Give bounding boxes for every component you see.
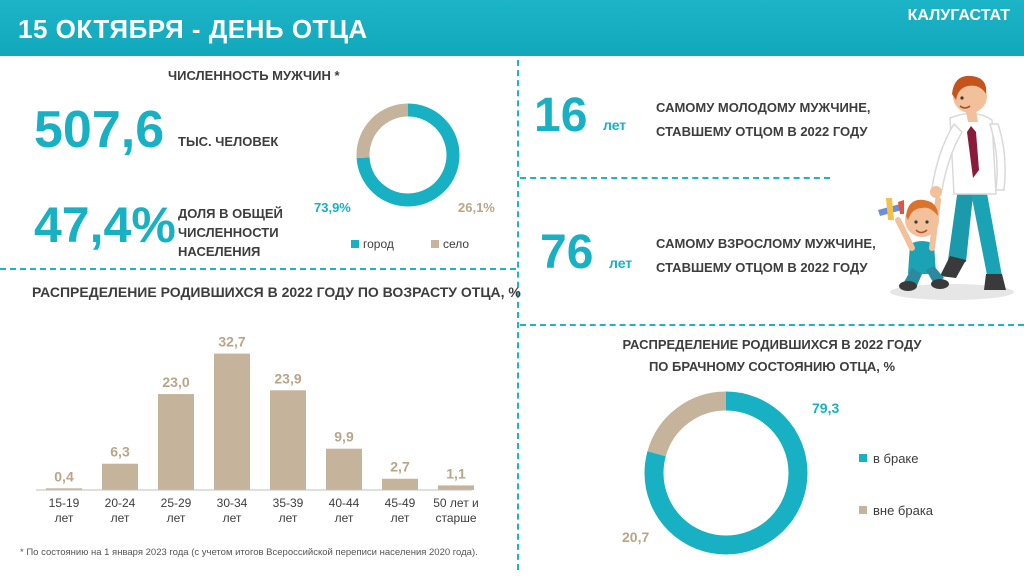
bar-category-label-2-1: лет	[167, 511, 186, 525]
bar-category-label-3-0: 30-34	[217, 496, 248, 510]
bar-category-label-2-0: 25-29	[161, 496, 192, 510]
bar-0	[46, 488, 82, 490]
bar-4	[270, 390, 306, 490]
legend-label-rural: село	[443, 237, 469, 251]
bar-category-label-5-0: 40-44	[329, 496, 360, 510]
bar-category-label-1-1: лет	[111, 511, 130, 525]
legend-label-unmarried: вне брака	[873, 503, 934, 518]
male-share-label: ДОЛЯ В ОБЩЕЙ ЧИСЛЕННОСТИ НАСЕЛЕНИЯ	[178, 204, 283, 261]
male-share-value: 47,4%	[34, 196, 176, 254]
oldest-caption-line1: САМОМУ ВЗРОСЛОМУ МУЖЧИНЕ,	[656, 236, 876, 251]
urban-rural-donut-chart: 73,9% 26,1% город село	[314, 103, 495, 251]
organization-name: КАЛУГАСТАТ	[907, 7, 1010, 24]
bar-value-label-2: 23,0	[162, 374, 189, 390]
bar-2	[158, 394, 194, 490]
bar-3	[214, 353, 250, 490]
male-share-label-line2: ЧИСЛЕННОСТИ	[178, 225, 279, 240]
legend-swatch-married	[859, 454, 867, 462]
left-divider	[0, 268, 516, 270]
right-lower-divider	[520, 324, 1024, 326]
vertical-divider	[517, 60, 519, 570]
donut-segment-rural	[356, 103, 460, 207]
legend-label-urban: город	[363, 237, 394, 251]
male-population-dec: ,6	[120, 101, 165, 159]
bar-value-label-7: 1,1	[446, 465, 466, 481]
youngest-caption-line2: СТАВШЕМУ ОТЦОМ В 2022 ГОДУ	[656, 124, 868, 139]
father-and-son-illustration	[878, 75, 1014, 300]
marital-title-line2: ПО БРАЧНОМУ СОСТОЯНИЮ ОТЦА, %	[648, 359, 896, 374]
male-share-label-line3: НАСЕЛЕНИЯ	[178, 244, 261, 259]
married-share-label: 79,3	[812, 400, 839, 416]
male-share-label-line1: ДОЛЯ В ОБЩЕЙ	[178, 206, 283, 221]
bar-value-label-0: 0,4	[54, 468, 74, 484]
male-share-int: 47	[34, 197, 90, 253]
age-distribution-bar-chart: 0,415-19лет6,320-24лет23,025-29лет32,730…	[36, 334, 479, 525]
header-bar: 15 ОКТЯБРЯ - ДЕНЬ ОТЦА КАЛУГАСТАТ	[0, 0, 1024, 56]
bar-value-label-1: 6,3	[110, 444, 130, 460]
bar-category-label-7-0: 50 лет и	[433, 496, 479, 510]
bar-category-label-4-0: 35-39	[273, 496, 304, 510]
bar-category-label-3-1: лет	[223, 511, 242, 525]
legend-swatch-rural	[431, 240, 439, 248]
page-title: 15 ОКТЯБРЯ - ДЕНЬ ОТЦА	[18, 14, 368, 44]
urban-share-label: 73,9%	[314, 200, 351, 215]
donut-segment-unmarried	[644, 391, 808, 555]
legend-label-married: в браке	[873, 451, 919, 466]
marital-status-donut-chart: 79,3 20,7 в браке вне брака	[622, 391, 934, 555]
oldest-caption-line2: СТАВШЕМУ ОТЦОМ В 2022 ГОДУ	[656, 260, 868, 275]
youngest-caption-line1: САМОМУ МОЛОДОМУ МУЖЧИНЕ,	[656, 100, 871, 115]
bar-value-label-6: 2,7	[390, 459, 410, 475]
bar-category-label-4-1: лет	[279, 511, 298, 525]
right-upper-divider	[520, 177, 830, 179]
bar-value-label-5: 9,9	[334, 429, 354, 445]
male-population-unit: ТЫС. ЧЕЛОВЕК	[178, 134, 279, 149]
youngest-father-age: 16	[534, 89, 588, 142]
unmarried-share-label: 20,7	[622, 529, 649, 545]
male-population-value: 507,6	[34, 100, 164, 160]
footnote: * По состоянию на 1 января 2023 года (с …	[20, 547, 478, 558]
bar-chart-title: РАСПРЕДЕЛЕНИЕ РОДИВШИХСЯ В 2022 ГОДУ ПО …	[32, 284, 521, 300]
bar-category-label-6-1: лет	[391, 511, 410, 525]
rural-share-label: 26,1%	[458, 200, 495, 215]
oldest-father-unit: лет	[609, 255, 633, 271]
bar-category-label-5-1: лет	[335, 511, 354, 525]
bar-category-label-0-0: 15-19	[49, 496, 80, 510]
bar-category-label-1-0: 20-24	[105, 496, 136, 510]
oldest-father-caption: САМОМУ ВЗРОСЛОМУ МУЖЧИНЕ, СТАВШЕМУ ОТЦОМ…	[656, 232, 876, 280]
marital-title-line1: РАСПРЕДЕЛЕНИЕ РОДИВШИХСЯ В 2022 ГОДУ	[622, 337, 922, 352]
marital-chart-title: РАСПРЕДЕЛЕНИЕ РОДИВШИХСЯ В 2022 ГОДУ ПО …	[520, 334, 1024, 378]
male-population-int: 507	[34, 101, 121, 159]
bar-category-label-0-1: лет	[55, 511, 74, 525]
bar-value-label-4: 23,9	[274, 370, 301, 386]
oldest-father-age: 76	[540, 226, 594, 279]
bar-7	[438, 485, 474, 490]
bar-value-label-3: 32,7	[218, 334, 245, 350]
bar-1	[102, 463, 138, 490]
population-section-title: ЧИСЛЕННОСТЬ МУЖЧИН *	[168, 68, 340, 83]
youngest-father-unit: лет	[603, 117, 627, 133]
male-share-dec: ,4%	[89, 197, 176, 253]
bar-category-label-7-1: старше	[435, 511, 476, 525]
legend-swatch-unmarried	[859, 506, 867, 514]
bar-5	[326, 448, 362, 490]
bar-category-label-6-0: 45-49	[385, 496, 416, 510]
legend-swatch-urban	[351, 240, 359, 248]
youngest-father-caption: САМОМУ МОЛОДОМУ МУЖЧИНЕ, СТАВШЕМУ ОТЦОМ …	[656, 96, 870, 144]
bar-6	[382, 478, 418, 490]
